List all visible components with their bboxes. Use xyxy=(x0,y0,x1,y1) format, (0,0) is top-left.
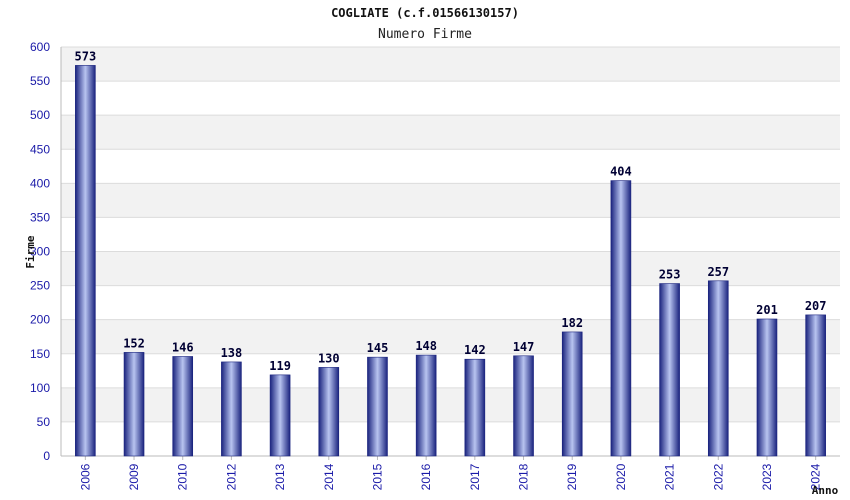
bar-2024 xyxy=(805,314,826,457)
y-tick-label: 600 xyxy=(30,40,50,54)
x-tick-label-2022: 2022 xyxy=(711,463,725,490)
data-label-2009: 152 xyxy=(123,336,145,350)
chart-title: COGLIATE (c.f.01566130157) xyxy=(331,6,519,20)
data-label-2018: 147 xyxy=(513,340,535,354)
chart-subtitle: Numero Firme xyxy=(378,27,472,42)
y-tick-label: 450 xyxy=(30,142,50,156)
bar-2014 xyxy=(318,367,340,457)
x-tick-label-2014: 2014 xyxy=(322,463,336,490)
data-label-2015: 145 xyxy=(367,341,389,355)
x-tick-label-2009: 2009 xyxy=(127,463,141,490)
grid-band xyxy=(61,81,840,116)
data-label-2022: 257 xyxy=(707,265,729,279)
x-tick-label-2013: 2013 xyxy=(273,463,287,490)
y-tick-label: 200 xyxy=(30,313,50,327)
x-tick-label-2021: 2021 xyxy=(663,463,677,490)
data-label-2010: 146 xyxy=(172,340,194,354)
bar-2021 xyxy=(659,283,680,457)
bar-2022 xyxy=(707,280,729,457)
data-label-2024: 207 xyxy=(805,299,827,313)
x-tick-label-2017: 2017 xyxy=(468,463,482,490)
x-tick-label-2019: 2019 xyxy=(565,463,579,490)
x-tick-label-2010: 2010 xyxy=(176,463,190,490)
data-label-2012: 138 xyxy=(221,346,243,360)
y-tick-label: 0 xyxy=(43,449,50,463)
y-tick-label: 500 xyxy=(30,108,50,122)
grid-band xyxy=(61,115,840,150)
grid-band xyxy=(61,149,840,184)
x-tick-label-2018: 2018 xyxy=(517,463,531,490)
y-tick-label: 400 xyxy=(30,176,50,190)
bar-2010 xyxy=(172,356,194,457)
x-tick-label-2023: 2023 xyxy=(760,463,774,490)
bar-2018 xyxy=(513,355,534,457)
bar-2012 xyxy=(221,361,242,457)
bar-2013 xyxy=(269,374,291,457)
x-tick-label-2024: 2024 xyxy=(809,463,823,490)
bar-2015 xyxy=(367,356,388,457)
x-tick-label-2006: 2006 xyxy=(78,463,92,490)
y-tick-label: 350 xyxy=(30,210,50,224)
x-tick-label-2015: 2015 xyxy=(370,463,384,490)
bar-2023 xyxy=(756,318,778,457)
data-label-2023: 201 xyxy=(756,303,778,317)
y-tick-label: 300 xyxy=(30,245,50,259)
data-label-2020: 404 xyxy=(610,165,632,179)
y-tick-label: 50 xyxy=(37,415,51,429)
bar-2009 xyxy=(123,352,145,457)
grid-band xyxy=(61,183,840,218)
bar-2017 xyxy=(464,358,486,457)
y-tick-label: 550 xyxy=(30,74,50,88)
x-tick-label-2016: 2016 xyxy=(419,463,433,490)
y-tick-label: 150 xyxy=(30,347,50,361)
data-label-2013: 119 xyxy=(269,359,291,373)
data-label-2021: 253 xyxy=(659,268,681,282)
y-axis-title: Firme xyxy=(24,235,37,268)
y-tick-label: 250 xyxy=(30,279,50,293)
grid-band xyxy=(61,47,840,82)
data-label-2019: 182 xyxy=(561,316,583,330)
data-label-2016: 148 xyxy=(415,339,437,353)
grid-band xyxy=(61,251,840,286)
x-tick-label-2020: 2020 xyxy=(614,463,628,490)
x-axis-title: Anno xyxy=(812,484,839,497)
y-tick-label: 100 xyxy=(30,381,50,395)
data-label-2006: 573 xyxy=(75,49,97,63)
data-label-2017: 142 xyxy=(464,343,486,357)
grid-band xyxy=(61,217,840,252)
x-tick-label-2012: 2012 xyxy=(224,463,238,490)
bar-2019 xyxy=(561,331,583,457)
bar-2016 xyxy=(415,354,437,457)
bar-2006 xyxy=(75,65,96,457)
data-label-2014: 130 xyxy=(318,351,340,365)
bar-2020 xyxy=(610,180,632,457)
